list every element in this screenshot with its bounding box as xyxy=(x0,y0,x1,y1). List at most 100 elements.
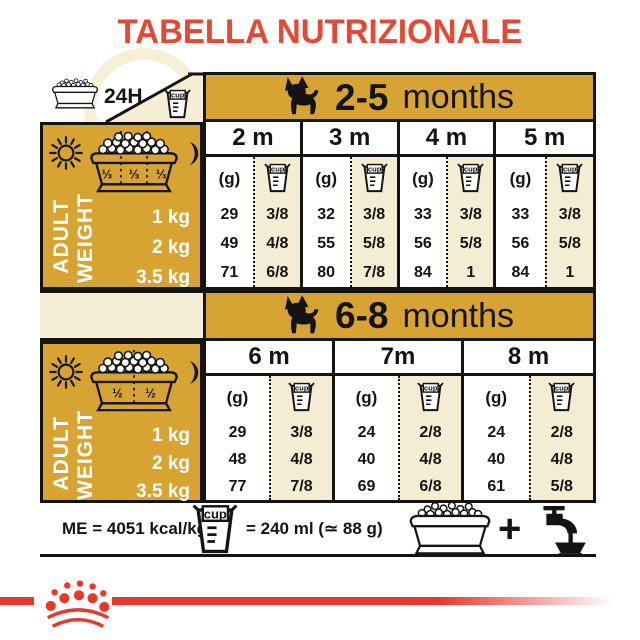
cup-value: 4/8 xyxy=(266,234,289,252)
grams-value: 71 xyxy=(220,263,239,281)
month-column: 5 m (g) 33 56 84 3/8 5/8 1 xyxy=(496,122,593,287)
month-header: 2 m xyxy=(206,122,300,157)
grams-unit-label: (g) xyxy=(509,168,532,188)
month-column: 6 m (g) 29 48 77 3/8 4/8 7/8 xyxy=(206,341,335,500)
grams-value: 56 xyxy=(414,234,432,252)
cup-value: 4/8 xyxy=(290,450,313,468)
grams-value: 29 xyxy=(220,205,239,223)
cup-subheader xyxy=(352,157,397,200)
grams-value: 61 xyxy=(487,477,506,495)
month-header: 6 m xyxy=(206,341,332,376)
grams-value: 84 xyxy=(511,263,530,281)
column-body: (g) 24 40 61 2/8 4/8 5/8 xyxy=(464,376,593,500)
grams-value: 69 xyxy=(357,477,376,495)
grams-value: 55 xyxy=(317,234,336,252)
month-column: 2 m (g) 29 49 71 3/8 4/8 6/8 xyxy=(206,122,303,287)
cup-value: 6/8 xyxy=(266,263,289,281)
measuring-cup-icon xyxy=(556,163,583,194)
kibble-bowl-icon xyxy=(403,501,497,559)
adult-weight-panel-2: ½ ½ ADULT WEIGHT 1 kg 2 kg 3.5 kg xyxy=(40,341,203,503)
brand-line-left xyxy=(0,597,34,605)
cup-value: 1 xyxy=(565,263,575,281)
measuring-cup-icon xyxy=(192,504,238,556)
chihuahua-icon xyxy=(285,295,323,337)
daily-ration-diagonal-cell: 24H xyxy=(51,72,203,122)
adult-weight-label: WEIGHT xyxy=(74,410,97,500)
measuring-cup-icon xyxy=(264,163,291,194)
cup-equivalence: = 240 ml (≃ 88 g) xyxy=(246,519,383,538)
weight-row: 1 kg xyxy=(151,425,190,446)
measuring-cup-icon xyxy=(548,382,575,413)
column-body: (g) 32 55 80 3/8 5/8 7/8 xyxy=(302,157,397,287)
cup-value: 5/8 xyxy=(362,234,386,252)
measuring-cup-icon xyxy=(288,382,315,413)
chihuahua-icon xyxy=(285,76,323,118)
cup-value: 3/8 xyxy=(266,205,289,223)
cup-subheader xyxy=(255,157,300,200)
grams-unit-label: (g) xyxy=(315,168,338,188)
water-tap-icon xyxy=(543,506,586,556)
cup-value: 3/8 xyxy=(459,205,482,223)
grams-value: 84 xyxy=(414,263,432,281)
cup-subcolumn: 2/8 4/8 6/8 xyxy=(398,376,461,500)
month-header: 4 m xyxy=(399,122,494,157)
month-column: 8 m (g) 24 40 61 2/8 4/8 5/8 xyxy=(464,341,593,500)
grams-value: 40 xyxy=(487,450,506,468)
age-range: 6-8 xyxy=(335,295,389,336)
cup-subheader xyxy=(400,376,461,419)
cup-value: 4/8 xyxy=(419,450,442,468)
meal-fraction: ½ xyxy=(112,387,123,401)
grams-value: 56 xyxy=(511,234,530,252)
grams-subcolumn: (g) 24 40 61 xyxy=(464,376,529,500)
age-band-6-8-months: 6-8 months xyxy=(203,290,596,341)
cup-subheader xyxy=(271,376,332,419)
age-unit: months xyxy=(402,296,514,335)
weight-row: 1 kg xyxy=(151,207,190,228)
grams-subcolumn: (g) 33 56 84 xyxy=(399,157,447,287)
cup-value: 3/8 xyxy=(290,423,313,441)
cup-value: 3/8 xyxy=(558,205,581,223)
measuring-cup-icon xyxy=(457,163,484,194)
age-band-2-5-months: 2-5 months xyxy=(203,72,596,122)
column-body: (g) 33 56 84 3/8 5/8 1 xyxy=(399,157,494,287)
cup-value: 2/8 xyxy=(419,423,442,441)
column-body: (g) 33 56 84 3/8 5/8 1 xyxy=(496,157,593,287)
meal-fraction: ½ xyxy=(145,387,156,401)
grams-value: 32 xyxy=(317,205,336,223)
measuring-cup-icon xyxy=(361,163,388,194)
grams-unit-label: (g) xyxy=(218,168,241,188)
cup-value: 7/8 xyxy=(290,477,313,495)
adult-weight-label: ADULT xyxy=(50,416,73,491)
cup-subcolumn: 3/8 5/8 7/8 xyxy=(349,157,397,287)
ration-table-2-5-months: 2 m (g) 29 49 71 3/8 4/8 6/8 3 m (g) 32 xyxy=(203,122,596,290)
grams-value: 24 xyxy=(487,423,506,441)
brand-line-right xyxy=(112,597,640,605)
weight-row: 2 kg xyxy=(151,237,190,258)
weight-list: 1 kg 2 kg 3.5 kg xyxy=(136,422,190,506)
metabolizable-energy: ME = 4051 kcal/kg xyxy=(62,519,208,538)
meal-split-bowl-halves: ½ ½ xyxy=(90,350,178,412)
moon-icon xyxy=(182,140,199,167)
cup-value: 1 xyxy=(466,263,476,281)
sun-icon xyxy=(48,135,84,171)
cup-subcolumn: 3/8 4/8 6/8 xyxy=(252,157,300,287)
cup-subcolumn: 3/8 4/8 7/8 xyxy=(269,376,332,500)
weight-row: 2 kg xyxy=(151,453,190,474)
meal-split-bowl-thirds: ⅓ ⅓ ⅓ xyxy=(90,131,178,193)
column-body: (g) 29 49 71 3/8 4/8 6/8 xyxy=(206,157,300,287)
grams-value: 77 xyxy=(228,477,247,495)
grams-value: 80 xyxy=(317,263,336,281)
cup-value: 7/8 xyxy=(362,263,386,281)
royal-canin-crown-logo xyxy=(45,580,110,628)
age-unit: months xyxy=(402,78,514,116)
grams-unit-label: (g) xyxy=(355,387,378,407)
cup-subcolumn: 2/8 4/8 5/8 xyxy=(528,376,593,500)
column-body: (g) 24 40 69 2/8 4/8 6/8 xyxy=(335,376,461,500)
adult-weight-panel-1: ⅓ ⅓ ⅓ ADULT WEIGHT 1 kg 2 kg 3.5 kg xyxy=(40,122,203,290)
grams-value: 29 xyxy=(228,423,247,441)
grams-value: 48 xyxy=(228,450,247,468)
grams-subcolumn: (g) 24 40 69 xyxy=(335,376,398,500)
spacer-cell xyxy=(40,290,203,341)
meal-fraction: ⅓ xyxy=(102,168,113,182)
grams-subcolumn: (g) 33 56 84 xyxy=(496,157,545,287)
